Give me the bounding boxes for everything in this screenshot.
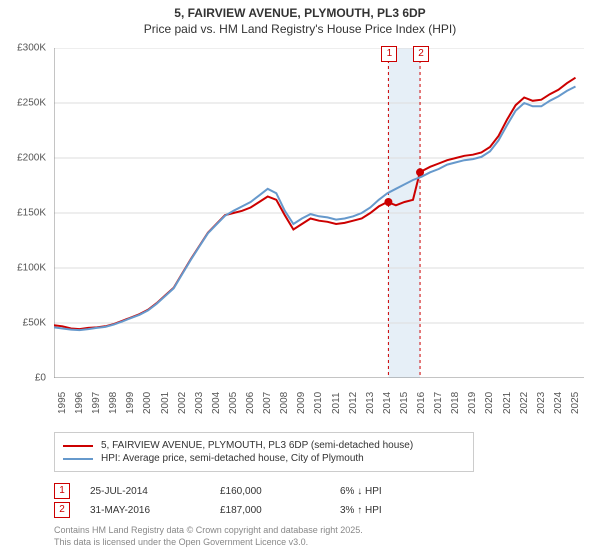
title-block: 5, FAIRVIEW AVENUE, PLYMOUTH, PL3 6DP Pr… (0, 0, 600, 36)
x-tick-label: 2013 (365, 392, 376, 414)
y-tick-label: £200K (17, 153, 46, 164)
y-tick-label: £250K (17, 98, 46, 109)
x-tick-label: 2008 (279, 392, 290, 414)
x-tick-label: 2006 (245, 392, 256, 414)
x-tick-label: 2024 (553, 392, 564, 414)
legend-item-price-paid: 5, FAIRVIEW AVENUE, PLYMOUTH, PL3 6DP (s… (63, 440, 465, 451)
x-tick-label: 1999 (125, 392, 136, 414)
legend-label-hpi: HPI: Average price, semi-detached house,… (101, 453, 364, 464)
x-tick-label: 2009 (296, 392, 307, 414)
marker-row-date: 31-MAY-2016 (90, 505, 220, 516)
x-tick-label: 2018 (450, 392, 461, 414)
x-tick-label: 2005 (228, 392, 239, 414)
x-axis-labels: 1995 1996 1997 1998 1999 2000 2001 2002 2003 2004… (54, 382, 584, 432)
x-tick-label: 1995 (57, 392, 68, 414)
y-tick-label: £150K (17, 208, 46, 219)
x-tick-label: 2023 (536, 392, 547, 414)
chart-svg (54, 48, 584, 378)
x-tick-label: 2000 (142, 392, 153, 414)
marker-row-pct: 3% ↑ HPI (340, 505, 450, 516)
y-tick-label: £50K (23, 318, 46, 329)
legend-item-hpi: HPI: Average price, semi-detached house,… (63, 453, 465, 464)
marker-row-price: £160,000 (220, 486, 340, 497)
marker-row: 1 25-JUL-2014£160,0006% ↓ HPI (54, 483, 584, 499)
attribution-line1: Contains HM Land Registry data © Crown c… (54, 525, 363, 537)
marker-row-pct: 6% ↓ HPI (340, 486, 450, 497)
x-tick-label: 2017 (433, 392, 444, 414)
x-tick-label: 2015 (399, 392, 410, 414)
x-tick-label: 2001 (160, 392, 171, 414)
x-tick-label: 1997 (91, 392, 102, 414)
x-tick-label: 1996 (74, 392, 85, 414)
x-tick-label: 2002 (177, 392, 188, 414)
marker-row-id: 2 (54, 502, 70, 518)
x-tick-label: 2012 (348, 392, 359, 414)
marker-table: 1 25-JUL-2014£160,0006% ↓ HPI 2 31-MAY-2016… (54, 480, 584, 521)
title-address: 5, FAIRVIEW AVENUE, PLYMOUTH, PL3 6DP (0, 6, 600, 20)
y-axis-labels: £0£50K£100K£150K£200K£250K£300K (0, 48, 50, 378)
x-tick-label: 2021 (502, 392, 513, 414)
marker-row: 2 31-MAY-2016£187,0003% ↑ HPI (54, 502, 584, 518)
x-tick-label: 1998 (108, 392, 119, 414)
x-tick-label: 2004 (211, 392, 222, 414)
sale-marker-flag: 2 (413, 46, 429, 62)
marker-row-id: 1 (54, 483, 70, 499)
attribution-line2: This data is licensed under the Open Gov… (54, 537, 363, 549)
legend-box: 5, FAIRVIEW AVENUE, PLYMOUTH, PL3 6DP (s… (54, 432, 474, 472)
marker-row-date: 25-JUL-2014 (90, 486, 220, 497)
y-tick-label: £300K (17, 43, 46, 54)
y-tick-label: £0 (35, 373, 46, 384)
legend-swatch-price-paid (63, 445, 93, 447)
attribution-text: Contains HM Land Registry data © Crown c… (54, 525, 363, 548)
x-tick-label: 2014 (382, 392, 393, 414)
chart-plot-area: 12 (54, 48, 584, 378)
legend-swatch-hpi (63, 458, 93, 460)
x-tick-label: 2016 (416, 392, 427, 414)
chart-container: 5, FAIRVIEW AVENUE, PLYMOUTH, PL3 6DP Pr… (0, 0, 600, 560)
sale-marker-flag: 1 (381, 46, 397, 62)
x-tick-label: 2007 (262, 392, 273, 414)
x-tick-label: 2022 (519, 392, 530, 414)
x-tick-label: 2019 (467, 392, 478, 414)
x-tick-label: 2003 (194, 392, 205, 414)
x-tick-label: 2020 (484, 392, 495, 414)
x-tick-label: 2025 (570, 392, 581, 414)
marker-row-price: £187,000 (220, 505, 340, 516)
title-subtitle: Price paid vs. HM Land Registry's House … (0, 22, 600, 36)
y-tick-label: £100K (17, 263, 46, 274)
legend-label-price-paid: 5, FAIRVIEW AVENUE, PLYMOUTH, PL3 6DP (s… (101, 440, 413, 451)
x-tick-label: 2010 (313, 392, 324, 414)
x-tick-label: 2011 (331, 392, 342, 414)
